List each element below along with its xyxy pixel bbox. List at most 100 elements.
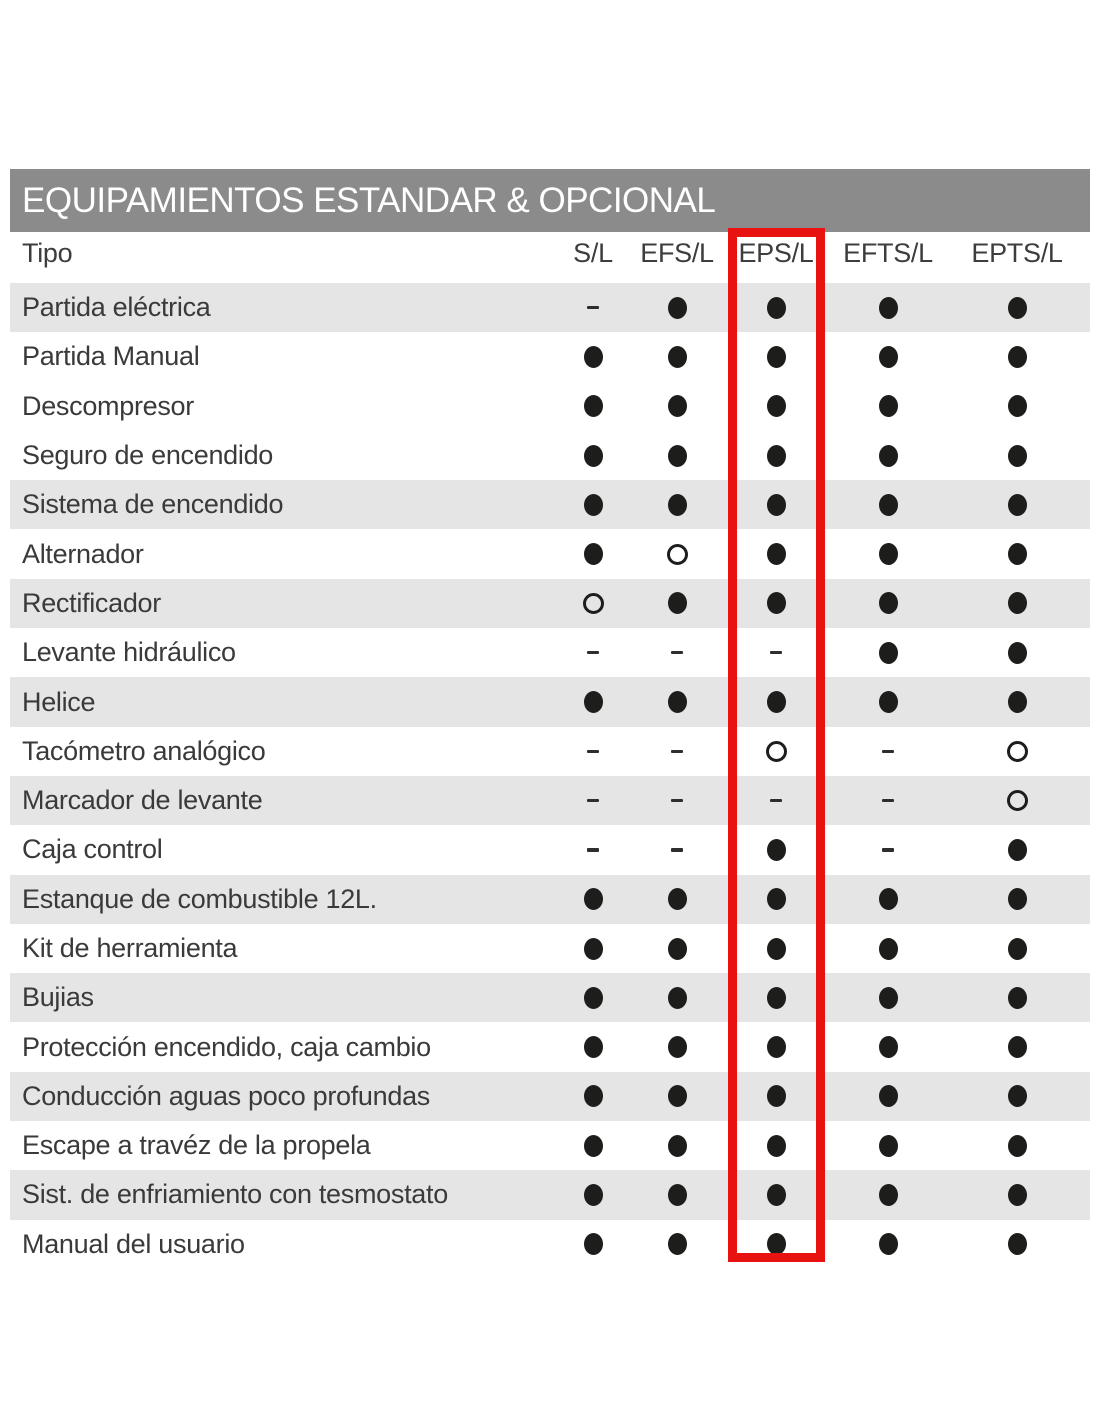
dash-icon xyxy=(671,650,683,655)
table-cell xyxy=(995,579,1039,628)
filled-dot-icon xyxy=(583,1134,603,1157)
table-cell xyxy=(655,382,699,431)
table-cell xyxy=(995,825,1039,874)
table-cell xyxy=(571,677,615,726)
filled-dot-icon xyxy=(878,1085,898,1108)
table-cell xyxy=(995,727,1039,776)
filled-dot-icon xyxy=(583,345,603,368)
column-header-eftsl: EFTS/L xyxy=(843,237,933,268)
table-cell xyxy=(866,1220,910,1269)
table-cell xyxy=(866,1170,910,1219)
table-cell xyxy=(571,727,615,776)
table-cell xyxy=(655,1170,699,1219)
filled-dot-icon xyxy=(667,691,687,714)
table-cell xyxy=(571,1220,615,1269)
table-cell xyxy=(655,1072,699,1121)
row-label: Rectificador xyxy=(22,587,161,618)
table-row: Descompresor xyxy=(10,382,1090,431)
table-cell xyxy=(866,529,910,578)
table-cell xyxy=(655,283,699,332)
filled-dot-icon xyxy=(1007,937,1027,960)
table-cell xyxy=(866,431,910,480)
filled-dot-icon xyxy=(1007,543,1027,566)
table-cell xyxy=(571,480,615,529)
table-cell xyxy=(754,1220,798,1269)
table-row: Alternador xyxy=(10,529,1090,578)
table-cell xyxy=(655,776,699,825)
table-cell xyxy=(655,628,699,677)
table-cell xyxy=(754,332,798,381)
table-row: Partida eléctrica xyxy=(10,283,1090,333)
filled-dot-icon xyxy=(1007,1036,1027,1059)
filled-dot-icon xyxy=(583,493,603,516)
row-label: Manual del usuario xyxy=(22,1228,245,1259)
filled-dot-icon xyxy=(878,641,898,664)
filled-dot-icon xyxy=(766,592,786,615)
table-cell xyxy=(866,283,910,332)
filled-dot-icon xyxy=(667,1036,687,1059)
table-cell xyxy=(754,529,798,578)
table-cell xyxy=(754,825,798,874)
table-cell xyxy=(754,1022,798,1071)
table-cell xyxy=(754,1170,798,1219)
filled-dot-icon xyxy=(1007,691,1027,714)
row-label: Tacómetro analógico xyxy=(22,735,266,766)
table-cell xyxy=(995,973,1039,1022)
table-row: Protección encendido, caja cambio xyxy=(10,1022,1090,1071)
table-row: Partida Manual xyxy=(10,332,1090,381)
table-row: Seguro de encendido xyxy=(10,431,1090,480)
dash-icon xyxy=(587,749,599,754)
filled-dot-icon xyxy=(766,1233,786,1256)
filled-dot-icon xyxy=(878,1233,898,1256)
table-row: Bujias xyxy=(10,973,1090,1023)
filled-dot-icon xyxy=(583,1085,603,1108)
filled-dot-icon xyxy=(766,444,786,467)
open-circle-icon xyxy=(765,740,787,762)
dash-icon xyxy=(587,650,599,655)
filled-dot-icon xyxy=(583,986,603,1009)
table-row: Escape a travéz de la propela xyxy=(10,1121,1090,1170)
filled-dot-icon xyxy=(1007,395,1027,418)
row-label: Partida Manual xyxy=(22,341,200,372)
row-label: Partida eléctrica xyxy=(22,292,211,323)
filled-dot-icon xyxy=(667,986,687,1009)
table-cell xyxy=(571,776,615,825)
dash-icon xyxy=(587,798,599,803)
table-cell xyxy=(571,332,615,381)
table-cell xyxy=(866,332,910,381)
table-cell xyxy=(866,776,910,825)
table-cell xyxy=(995,924,1039,973)
dash-icon xyxy=(882,798,894,803)
filled-dot-icon xyxy=(878,1183,898,1206)
table-cell xyxy=(995,628,1039,677)
filled-dot-icon xyxy=(1007,986,1027,1009)
filled-dot-icon xyxy=(667,493,687,516)
filled-dot-icon xyxy=(766,345,786,368)
table-cell xyxy=(995,1072,1039,1121)
table-cell xyxy=(754,480,798,529)
filled-dot-icon xyxy=(583,1036,603,1059)
filled-dot-icon xyxy=(766,838,786,861)
open-circle-icon xyxy=(582,592,604,614)
table-cell xyxy=(866,382,910,431)
page-title: EQUIPAMIENTOS ESTANDAR & OPCIONAL xyxy=(22,180,716,220)
filled-dot-icon xyxy=(667,444,687,467)
table-row: Rectificador xyxy=(10,578,1090,629)
filled-dot-icon xyxy=(878,493,898,516)
table-cell xyxy=(866,825,910,874)
table-row: Caja control xyxy=(10,825,1090,874)
table-row: Sist. de enfriamiento con tesmostato xyxy=(10,1170,1090,1220)
filled-dot-icon xyxy=(878,345,898,368)
table-cell xyxy=(655,1121,699,1170)
dash-icon xyxy=(770,798,782,803)
table-cell xyxy=(655,924,699,973)
table-row: Kit de herramienta xyxy=(10,924,1090,973)
dash-icon xyxy=(770,650,782,655)
table-cell xyxy=(754,727,798,776)
row-label: Sistema de encendido xyxy=(22,489,284,520)
row-label: Conducción aguas poco profundas xyxy=(22,1080,431,1111)
column-header-sl: S/L xyxy=(573,237,613,268)
filled-dot-icon xyxy=(878,937,898,960)
column-header-efsl: EFS/L xyxy=(640,237,714,268)
